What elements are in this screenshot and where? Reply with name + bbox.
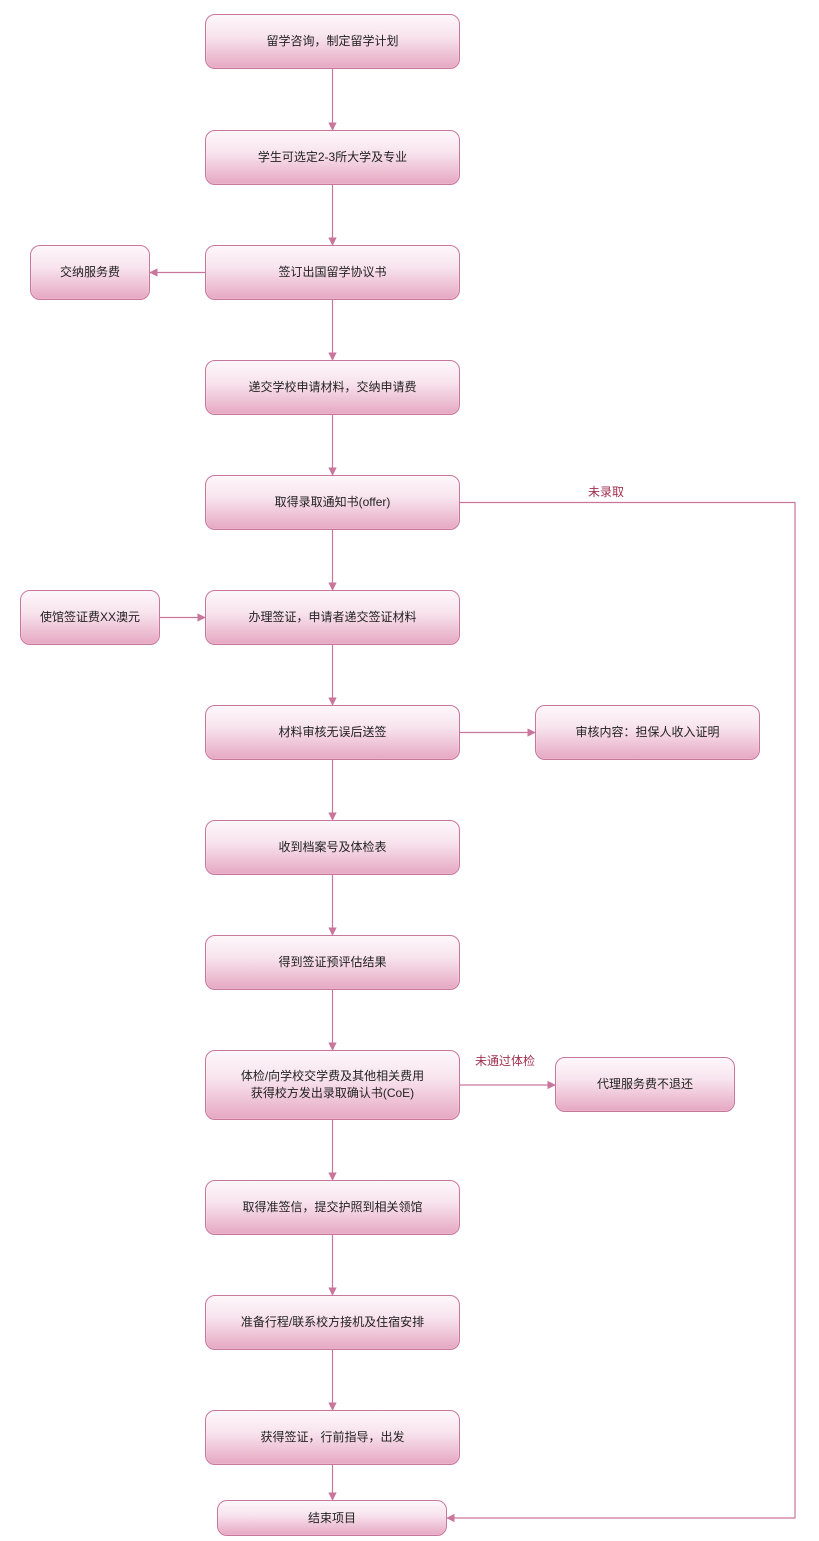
node-label: 结束项目 [308,1510,356,1527]
flowchart-edge [447,503,795,1519]
flowchart-node: 获得签证，行前指导，出发 [205,1410,460,1465]
node-label: 准备行程/联系校方接机及住宿安排 [241,1314,424,1331]
node-label: 获得签证，行前指导，出发 [260,1429,404,1446]
flowchart-node: 取得准签信，提交护照到相关领馆 [205,1180,460,1235]
flowchart-node: 审核内容：担保人收入证明 [535,705,760,760]
flowchart-node: 交纳服务费 [30,245,150,300]
flowchart-node: 留学咨询，制定留学计划 [205,14,460,69]
node-label: 体检/向学校交学费及其他相关费用 获得校方发出录取确认书(CoE) [241,1068,424,1102]
flowchart-node: 递交学校申请材料，交纳申请费 [205,360,460,415]
flowchart-node: 学生可选定2-3所大学及专业 [205,130,460,185]
node-label: 交纳服务费 [60,264,120,281]
node-label: 办理签证，申请者递交签证材料 [248,609,416,626]
edge-label: 未通过体检 [475,1052,535,1069]
flowchart-node: 体检/向学校交学费及其他相关费用 获得校方发出录取确认书(CoE) [205,1050,460,1120]
node-label: 签订出国留学协议书 [278,264,386,281]
flowchart-canvas: 留学咨询，制定留学计划学生可选定2-3所大学及专业签订出国留学协议书 交纳服务费递… [0,0,819,1541]
node-label: 审核内容：担保人收入证明 [575,724,719,741]
flowchart-node: 材料审核无误后送签 [205,705,460,760]
flowchart-node: 代理服务费不退还 [555,1057,735,1112]
flowchart-node: 准备行程/联系校方接机及住宿安排 [205,1295,460,1350]
node-label: 学生可选定2-3所大学及专业 [258,149,407,166]
flowchart-node: 得到签证预评估结果 [205,935,460,990]
node-label: 得到签证预评估结果 [278,954,386,971]
flowchart-node: 办理签证，申请者递交签证材料 [205,590,460,645]
node-label: 收到档案号及体检表 [278,839,386,856]
flowchart-node: 取得录取通知书(offer) [205,475,460,530]
node-label: 递交学校申请材料，交纳申请费 [248,379,416,396]
node-label: 材料审核无误后送签 [278,724,386,741]
flowchart-node: 结束项目 [217,1500,447,1536]
flowchart-node: 使馆签证费XX澳元 [20,590,160,645]
node-label: 取得录取通知书(offer) [275,494,391,511]
flowchart-node: 签订出国留学协议书 [205,245,460,300]
node-label: 代理服务费不退还 [597,1076,693,1093]
node-label: 留学咨询，制定留学计划 [266,33,398,50]
flowchart-node: 收到档案号及体检表 [205,820,460,875]
node-label: 使馆签证费XX澳元 [40,609,140,626]
edge-label: 未录取 [588,483,624,500]
node-label: 取得准签信，提交护照到相关领馆 [242,1199,422,1216]
